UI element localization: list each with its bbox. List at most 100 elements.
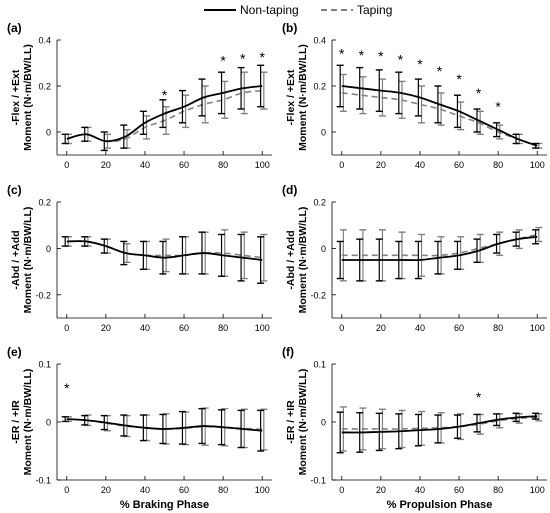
y-tick-label: 0.2	[38, 82, 51, 92]
y-tick-label: 0	[321, 128, 326, 138]
y-axis-label-line2: Moment (N·m/BW/LL)	[22, 369, 34, 476]
y-tick-label: 0.1	[313, 360, 326, 370]
x-tick-label: 80	[218, 485, 228, 495]
significance-star: *	[495, 99, 501, 115]
significance-star: *	[339, 46, 345, 62]
y-tick-label: 0	[321, 244, 326, 254]
x-tick-label: 100	[255, 485, 270, 495]
panel-label: (a)	[7, 21, 22, 35]
y-axis-label-line1: -ER / +IR	[285, 400, 297, 444]
panel-d: -0.2 0 0.2 0 20 40 60 80 100 (d) -Abd / +Add Moment…	[282, 183, 547, 333]
y-tick-label: 0	[46, 244, 51, 254]
y-tick-label: -0.2	[310, 290, 326, 300]
x-tick-label: 20	[101, 323, 111, 333]
significance-star: *	[359, 47, 365, 63]
y-axis-label-line1: -Abd / +Add	[285, 230, 297, 289]
x-tick-label: 80	[218, 323, 228, 333]
series-line-taping	[341, 92, 538, 147]
significance-star: *	[398, 51, 404, 67]
y-axis-label-line1: -Abd / +Add	[10, 230, 22, 289]
x-tick-label: 60	[179, 485, 189, 495]
x-tick-label: 80	[493, 323, 503, 333]
x-tick-label: 100	[530, 323, 545, 333]
panel-label: (e)	[7, 345, 22, 359]
series-line-taping	[341, 416, 538, 430]
x-axis-label: % Braking Phase	[120, 499, 209, 511]
y-tick-label: 0.2	[313, 198, 326, 208]
significance-star: *	[162, 87, 168, 103]
x-tick-label: 0	[64, 160, 69, 170]
panel-label: (d)	[282, 183, 297, 197]
x-tick-label: 60	[454, 485, 464, 495]
significance-star: *	[476, 85, 482, 101]
x-tick-label: 100	[530, 485, 545, 495]
x-tick-label: 100	[530, 160, 545, 170]
x-tick-label: 20	[376, 485, 386, 495]
significance-star: *	[64, 380, 70, 396]
y-axis-label-line1: -Flex / +Ext	[10, 69, 22, 125]
x-tick-label: 40	[140, 323, 150, 333]
significance-star: *	[240, 50, 246, 66]
x-tick-label: 100	[255, 323, 270, 333]
panel-f: -0.1 0 0.1 0 20 40 60 80 100 (f) -ER / +IR Moment (…	[282, 345, 547, 511]
significance-star: *	[456, 71, 462, 87]
y-tick-label: 0.2	[313, 82, 326, 92]
y-axis-label-line1: -ER / +IR	[10, 400, 22, 444]
panel-b: 0 0.2 0.4 0 20 40 60 80 100 (b) -Flex / +Ext Moment…	[282, 21, 547, 170]
x-tick-label: 20	[101, 485, 111, 495]
x-tick-label: 80	[218, 160, 228, 170]
legend: Non-taping Taping	[204, 3, 392, 17]
panel-a: 0 0.2 0.4 0 20 40 60 80 100 (a) -Flex / +Ext Moment…	[7, 21, 272, 170]
significance-star: *	[437, 63, 443, 79]
series-line-non-taping	[66, 240, 263, 261]
panel-label: (c)	[7, 183, 22, 197]
x-tick-label: 40	[415, 485, 425, 495]
x-tick-label: 20	[376, 323, 386, 333]
significance-star: *	[378, 48, 384, 64]
y-axis-label-line2: Moment (N·m/BW/LL)	[22, 44, 34, 151]
x-tick-label: 100	[255, 160, 270, 170]
x-tick-label: 80	[493, 485, 503, 495]
y-axis-label-line2: Moment (N·m/BW/LL)	[297, 207, 309, 314]
y-axis-label-line1: -Flex / +Ext	[285, 69, 297, 125]
y-tick-label: 0	[46, 128, 51, 138]
x-tick-label: 60	[179, 323, 189, 333]
x-tick-label: 40	[415, 160, 425, 170]
significance-star: *	[220, 53, 226, 69]
y-axis-label-line2: Moment (N·m/BW/LL)	[297, 44, 309, 151]
x-tick-label: 80	[493, 160, 503, 170]
significance-star: *	[260, 49, 266, 65]
x-tick-label: 20	[376, 160, 386, 170]
panel-label: (f)	[282, 345, 294, 359]
y-axis-label-line2: Moment (N·m/BW/LL)	[297, 369, 309, 476]
y-tick-label: -0.2	[35, 290, 51, 300]
x-tick-label: 0	[64, 323, 69, 333]
x-tick-label: 40	[415, 323, 425, 333]
x-tick-label: 40	[140, 160, 150, 170]
y-tick-label: -0.1	[35, 476, 51, 486]
x-tick-label: 0	[339, 485, 344, 495]
x-tick-label: 60	[454, 323, 464, 333]
y-tick-label: 0.4	[38, 36, 51, 46]
series-line-non-taping	[66, 418, 263, 432]
x-tick-label: 0	[339, 323, 344, 333]
x-tick-label: 60	[454, 160, 464, 170]
significance-star: *	[476, 389, 482, 405]
y-tick-label: 0.2	[38, 198, 51, 208]
series-line-non-taping	[341, 85, 538, 147]
panel-label: (b)	[282, 21, 297, 35]
panel-e: -0.1 0 0.1 0 20 40 60 80 100 (e) -ER / +IR Moment (…	[7, 345, 272, 511]
y-axis-label-line2: Moment (N·m/BW/LL)	[22, 207, 34, 314]
x-tick-label: 40	[140, 485, 150, 495]
x-tick-label: 0	[339, 160, 344, 170]
x-axis-label: % Propulsion Phase	[387, 499, 493, 511]
y-tick-label: 0	[321, 418, 326, 428]
panel-c: -0.2 0 0.2 0 20 40 60 80 100 (c) -Abd / +Add Moment…	[7, 183, 272, 333]
legend-label-non-taping: Non-taping	[240, 3, 299, 17]
x-tick-label: 60	[179, 160, 189, 170]
y-tick-label: -0.1	[310, 476, 326, 486]
x-tick-label: 20	[101, 160, 111, 170]
series-line-non-taping	[341, 415, 538, 434]
y-tick-label: 0.4	[313, 36, 326, 46]
